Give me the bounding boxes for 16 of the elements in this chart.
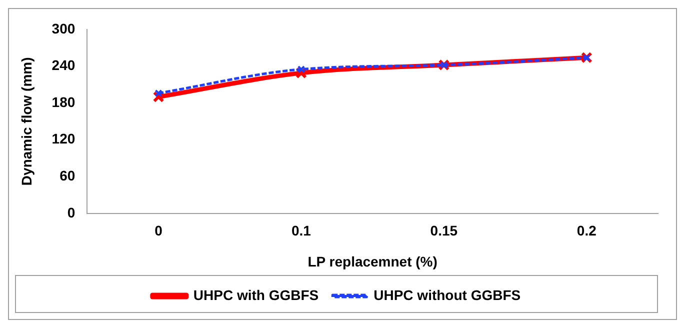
y-tick-label: 240: [52, 57, 76, 74]
y-tick-label: 60: [60, 167, 76, 184]
legend-label: UHPC with GGBFS: [193, 286, 319, 303]
x-tick-label: 0.15: [430, 222, 458, 239]
x-tick-label: 0.1: [291, 222, 312, 239]
y-tick-label: 0: [67, 204, 76, 220]
x-tick-label: 0: [154, 222, 163, 239]
point: [154, 89, 162, 98]
y-tick-label: 300: [52, 20, 76, 36]
y-tick-label: 180: [52, 94, 76, 110]
x-tick-label: 0.2: [576, 222, 597, 239]
x-axis-title: LP replacemnet (%): [308, 253, 438, 270]
y-tick-label: 120: [52, 130, 76, 147]
point: [297, 65, 306, 74]
legend-label: UHPC without GGBFS: [374, 286, 521, 303]
y-axis-title: Dynamic flow (mm): [18, 57, 34, 186]
